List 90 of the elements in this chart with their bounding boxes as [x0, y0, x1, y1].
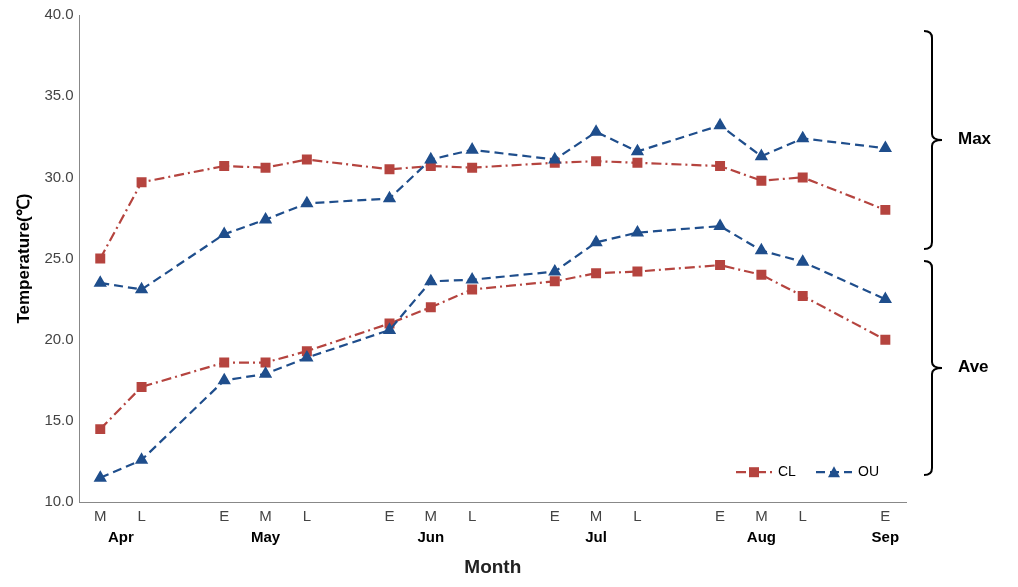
point [756, 269, 767, 280]
point [714, 219, 726, 230]
y-tick-label: 25.0 [44, 248, 74, 266]
point [300, 351, 313, 362]
x-tick-label: M [589, 507, 603, 525]
point [300, 196, 313, 208]
point [219, 357, 230, 368]
x-tick-label: L [633, 507, 642, 525]
legend-label: OU [858, 463, 879, 480]
point [95, 253, 106, 264]
text: Max [958, 129, 992, 149]
point [383, 191, 396, 203]
point [755, 149, 768, 161]
text: May [250, 528, 281, 546]
point [467, 284, 478, 295]
point [549, 276, 560, 287]
point [632, 266, 643, 277]
point [715, 161, 726, 172]
x-tick-label: L [467, 507, 477, 525]
y-tick-label: 10.0 [44, 492, 74, 510]
point [631, 226, 644, 237]
x-axis-title: Month [464, 555, 522, 577]
point [135, 453, 148, 464]
point [591, 268, 602, 279]
point [425, 302, 436, 313]
point [424, 274, 437, 286]
point [259, 367, 272, 378]
point [796, 255, 809, 266]
point [548, 264, 561, 276]
text: Aug [746, 528, 776, 546]
y-tick-label: 40.0 [44, 5, 74, 23]
x-tick-label: E [384, 507, 395, 525]
point [591, 156, 602, 167]
point [259, 213, 272, 224]
y-tick-label: 35.0 [44, 86, 74, 104]
point [756, 175, 767, 186]
point [797, 290, 808, 301]
point [260, 357, 271, 368]
text: Jun [417, 528, 445, 546]
y-axis-title: Temperature(℃) [13, 193, 33, 324]
point [94, 276, 107, 287]
text: Ave [958, 357, 989, 377]
x-tick-label: L [302, 507, 312, 525]
point [715, 260, 726, 271]
point [879, 141, 892, 153]
point [384, 164, 395, 175]
text: Apr [107, 528, 134, 546]
text: Sep [871, 528, 900, 546]
point [797, 172, 808, 183]
y-tick-label: 20.0 [44, 329, 74, 347]
point [94, 471, 107, 482]
x-tick-label: L [798, 507, 807, 525]
point [880, 204, 891, 215]
point [466, 143, 478, 154]
point [590, 125, 602, 136]
x-tick-label: M [94, 507, 107, 525]
y-tick-label: 30.0 [44, 167, 74, 185]
point [260, 162, 271, 173]
point [219, 161, 230, 172]
y-tick-label: 15.0 [44, 411, 74, 429]
text: Jul [585, 528, 607, 546]
point [631, 144, 644, 156]
point [714, 118, 726, 130]
point [880, 334, 891, 345]
point [755, 243, 768, 255]
legend-label: CL [778, 463, 797, 480]
point [632, 157, 643, 168]
point [467, 162, 478, 173]
x-tick-label: E [715, 507, 726, 525]
x-tick-label: E [880, 507, 891, 525]
x-tick-label: M [755, 507, 768, 525]
point [796, 131, 809, 143]
point [590, 235, 602, 247]
point [383, 323, 396, 334]
x-tick-label: E [219, 507, 230, 525]
x-tick-label: E [549, 507, 560, 525]
point [136, 381, 147, 392]
point [424, 152, 437, 164]
point [548, 152, 561, 164]
point [879, 292, 892, 304]
point [135, 282, 148, 294]
point [218, 373, 231, 385]
point [466, 273, 478, 284]
point [218, 227, 231, 239]
point [136, 177, 147, 188]
x-tick-label: M [259, 507, 272, 525]
x-tick-label: L [137, 507, 146, 525]
x-tick-label: M [424, 507, 438, 525]
point [95, 424, 106, 435]
point [301, 154, 312, 165]
